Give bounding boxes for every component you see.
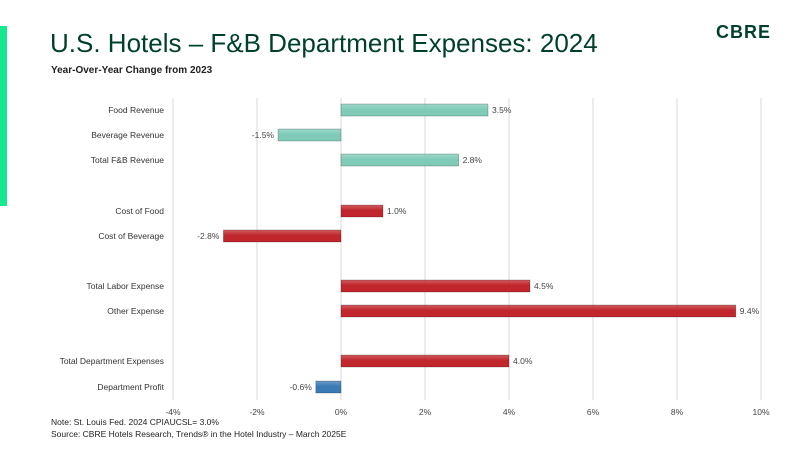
x-tick-label: 10%	[752, 407, 769, 417]
category-label: Total Labor Expense	[87, 281, 165, 291]
category-label: Cost of Beverage	[98, 231, 164, 241]
x-tick-label: 8%	[671, 407, 684, 417]
value-label: 1.0%	[387, 206, 407, 216]
category-label: Department Profit	[97, 382, 164, 392]
value-label: 3.5%	[492, 105, 512, 115]
x-tick-label: 0%	[335, 407, 348, 417]
value-label: -2.8%	[197, 231, 220, 241]
category-label: Beverage Revenue	[91, 130, 164, 140]
category-label: Cost of Food	[115, 206, 164, 216]
category-label: Food Revenue	[108, 105, 164, 115]
bar-profit	[315, 380, 342, 394]
category-label: Total Department Expenses	[60, 356, 164, 366]
bar-revenue	[340, 153, 459, 167]
bar-expense	[223, 229, 342, 243]
value-label: 4.0%	[513, 356, 533, 366]
value-label: 2.8%	[463, 155, 483, 165]
page-subtitle: Year-Over-Year Change from 2023	[51, 65, 213, 76]
value-label: 9.4%	[740, 306, 760, 316]
bar-revenue	[340, 103, 489, 117]
bar-expense	[340, 204, 384, 218]
x-tick-label: 6%	[587, 407, 600, 417]
footnote-note: Note: St. Louis Fed. 2024 CPIAUCSL= 3.0%	[51, 417, 219, 427]
x-tick-label: 2%	[419, 407, 432, 417]
x-tick-label: -2%	[249, 407, 265, 417]
bar-revenue	[277, 128, 342, 142]
page-title: U.S. Hotels – F&B Department Expenses: 2…	[50, 28, 598, 58]
x-tick-label: 4%	[503, 407, 516, 417]
x-tick-label: -4%	[165, 407, 181, 417]
bar-expense	[340, 279, 531, 293]
value-label: -0.6%	[290, 382, 313, 392]
category-label: Total F&B Revenue	[91, 155, 165, 165]
accent-bar	[0, 26, 7, 206]
cbre-logo: CBRE	[716, 22, 772, 42]
value-label: 4.5%	[534, 281, 554, 291]
bar-expense	[340, 354, 510, 368]
value-label: -1.5%	[252, 130, 275, 140]
bar-expense	[340, 304, 737, 318]
category-label: Other Expense	[107, 306, 164, 316]
footnote-source: Source: CBRE Hotels Research, Trends® in…	[51, 429, 347, 439]
